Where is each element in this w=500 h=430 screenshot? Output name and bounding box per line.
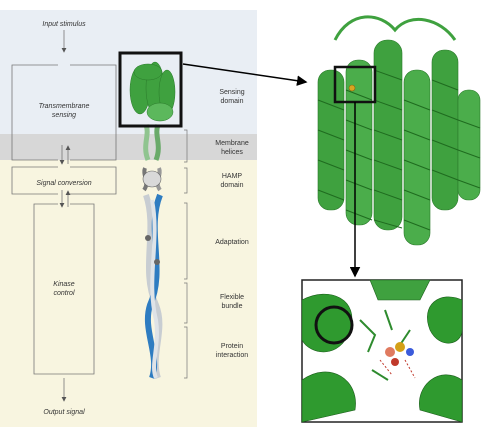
transmembrane-label-line2: sensing: [52, 112, 76, 119]
ligand-atom-4: [391, 358, 399, 366]
zoom-arrow-to-sensing: [182, 63, 308, 86]
domain-label-flexible-2: bundle: [221, 303, 242, 310]
domain-brackets: [184, 129, 188, 379]
ligand-atom-2: [395, 342, 405, 352]
enlarged-sensing-domain: [317, 15, 481, 246]
kinase-label-line2: control: [53, 290, 74, 297]
input-stimulus-label: Input stimulus: [42, 21, 86, 28]
sensing-box: [11, 64, 117, 161]
flow-labels: Input stimulus Transmembrane sensing Sig…: [36, 21, 91, 416]
sensing-domain-structure: [129, 61, 176, 122]
domain-label-sensing-2: domain: [221, 98, 244, 105]
domain-label-protein-1: Protein: [221, 343, 243, 350]
conversion-box: [11, 166, 117, 195]
domain-label-protein-2: interaction: [216, 352, 248, 359]
cytoplasm-region: [0, 160, 257, 427]
domain-label-flexible-1: Flexible: [220, 294, 244, 301]
membrane-helices-structure: [143, 124, 161, 161]
domain-label-adaptation: Adaptation: [215, 239, 249, 246]
ligand-atom-3: [406, 348, 414, 356]
signal-flow-chart: [11, 30, 117, 402]
kinase-label-line1: Kinase: [53, 281, 75, 288]
domain-label-hamp-1: HAMP: [222, 173, 243, 180]
periplasm-region: [0, 10, 257, 134]
output-signal-label: Output signal: [43, 409, 85, 416]
membrane-region: [0, 134, 257, 160]
kinase-box: [33, 203, 95, 375]
hamp-domain-structure: [142, 167, 162, 192]
domain-label-sensing-1: Sensing: [219, 89, 244, 96]
domain-label-hamp-2: domain: [221, 182, 244, 189]
receptor-structure: [129, 61, 176, 379]
ligand-atom-1: [385, 347, 395, 357]
domain-labels: Sensing domain Membrane helices HAMP dom…: [215, 89, 249, 359]
signal-conversion-label: Signal conversion: [36, 180, 91, 187]
domain-label-membrane-2: helices: [221, 149, 243, 156]
binding-site-detail: [301, 279, 463, 423]
domain-label-membrane-1: Membrane: [215, 140, 249, 147]
sensing-zoom-box: [118, 51, 183, 128]
transmembrane-label-line1: Transmembrane: [39, 103, 90, 110]
cytoplasmic-bundle-structure: [143, 193, 163, 379]
